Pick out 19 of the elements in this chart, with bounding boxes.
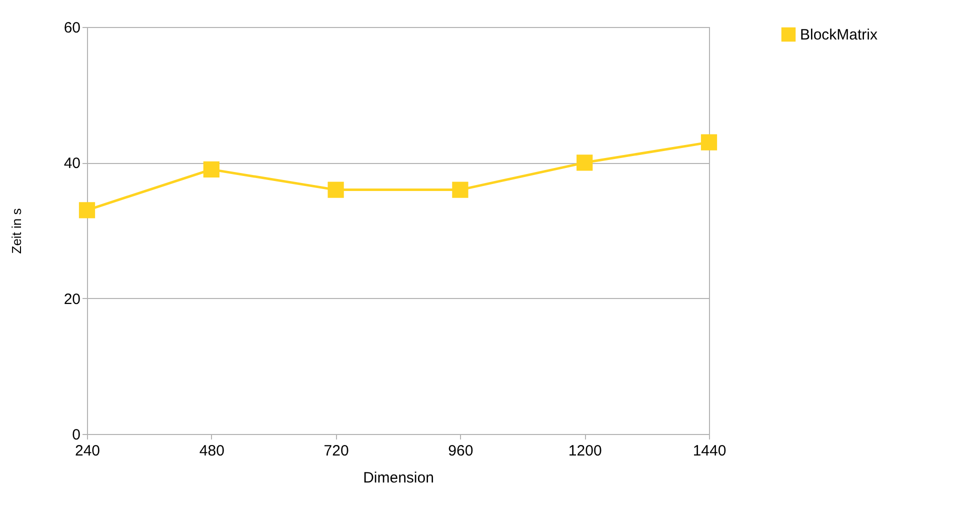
x-tick-label: 480 [199,442,224,460]
point [328,182,344,198]
y-tick-label: 20 [64,290,80,308]
x-tick-label: 960 [448,442,474,460]
x-axis-title: Dimension [363,470,434,486]
x-tick-label: 1440 [692,442,726,460]
point [78,202,96,218]
x-tick-label: 240 [74,442,100,460]
y-axis-title: Zeit in s [8,208,24,254]
y-tick-label: 0 [72,426,80,444]
y-tick-label: 40 [64,155,80,172]
point [700,134,718,150]
point [203,161,220,178]
point [452,182,468,198]
x-tick-label: 720 [324,442,349,460]
y-tick-label: 60 [64,20,80,36]
point [576,154,593,171]
x-tick-label: 1200 [568,442,602,460]
legend-label: BlockMatrix [800,26,878,44]
